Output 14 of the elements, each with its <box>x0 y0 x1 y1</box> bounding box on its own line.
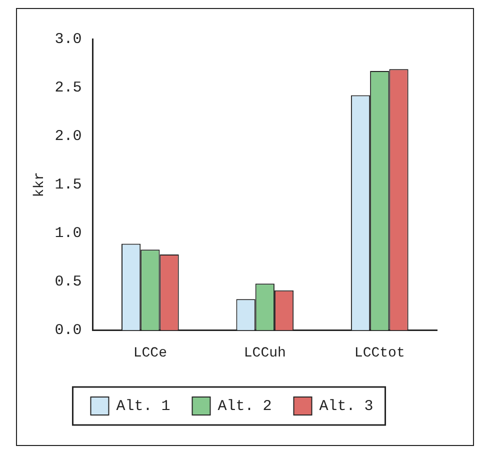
y-tick-label: 1.0 <box>54 225 82 242</box>
legend-label: Alt. 1 <box>116 398 170 415</box>
y-tick-label: 2.0 <box>54 128 82 146</box>
y-tick-label: 2.5 <box>54 80 82 96</box>
y-axis-title: kkr <box>32 172 48 198</box>
legend-label: Alt. 3 <box>319 398 374 415</box>
y-tick-label: 1.5 <box>54 176 82 194</box>
y-tick-label: 3.0 <box>54 30 82 48</box>
legend-label: Alt. 2 <box>218 398 272 415</box>
y-tick-label: 0.0 <box>54 322 82 340</box>
x-tick-label: LCCuh <box>244 345 286 362</box>
x-tick-label: LCCe <box>133 345 167 362</box>
x-tick-label: LCCtot <box>354 345 405 362</box>
y-tick-label: 0.5 <box>54 274 82 291</box>
